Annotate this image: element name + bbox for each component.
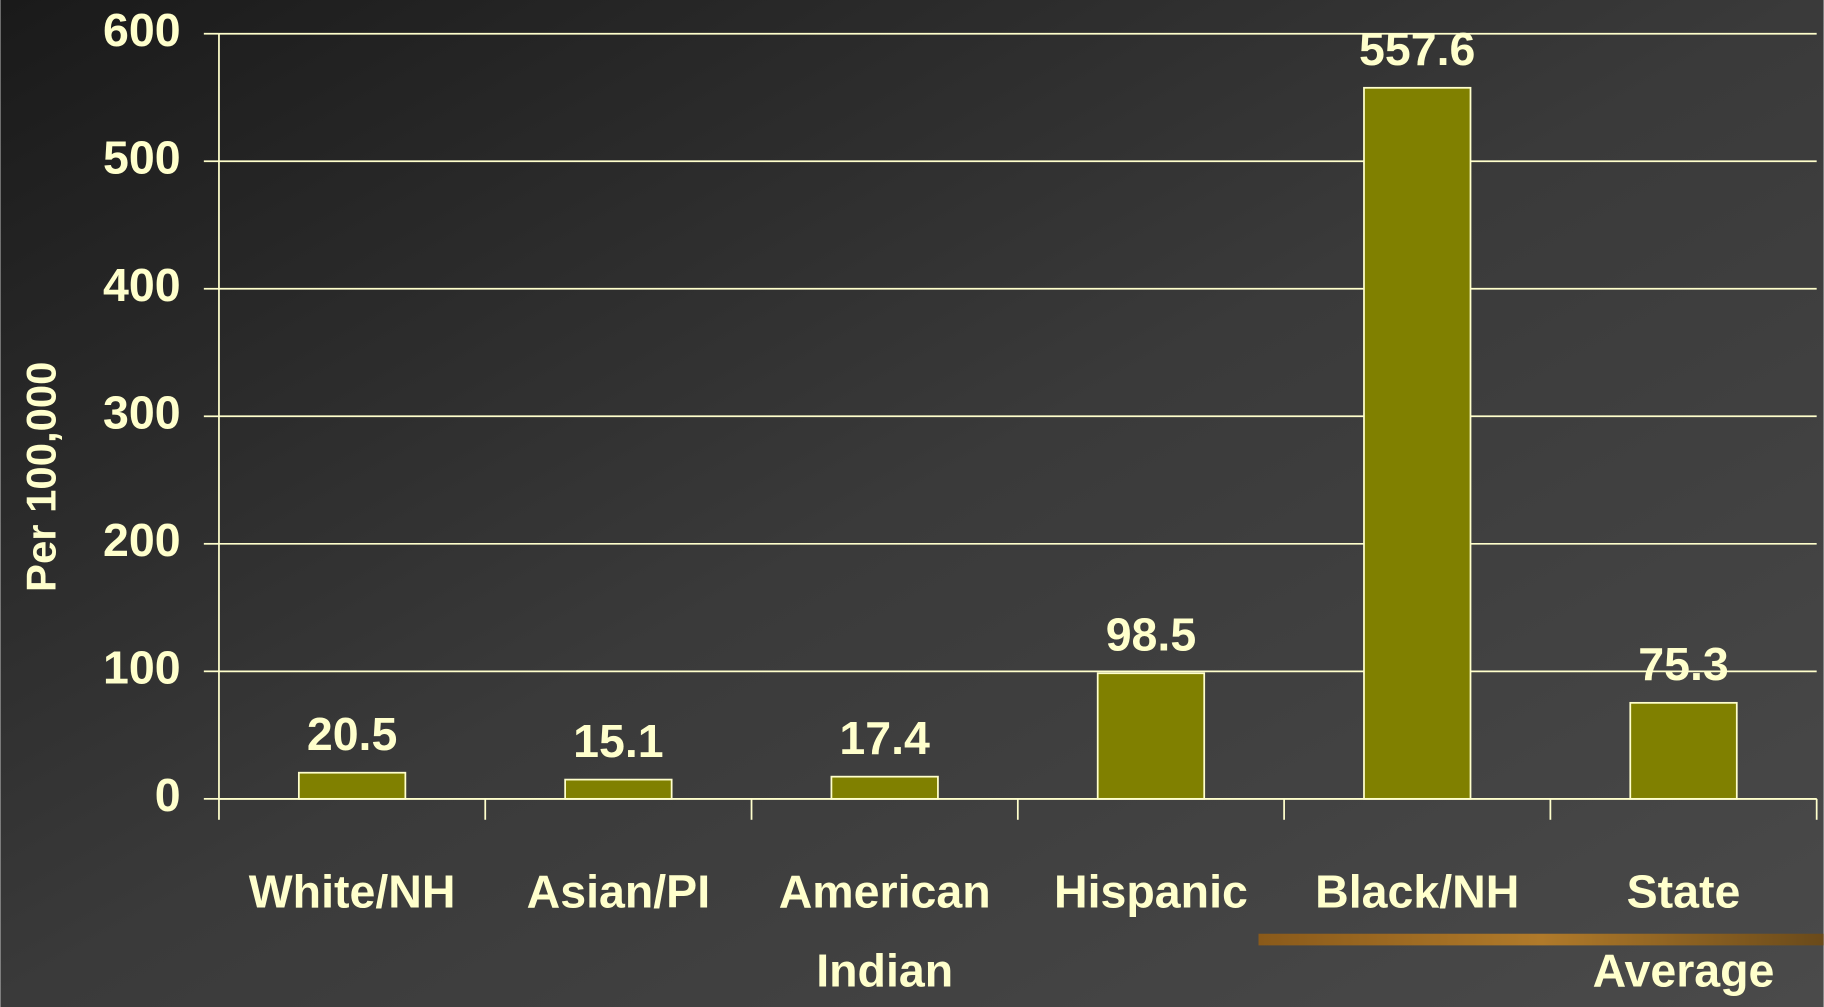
data-label: 98.5	[1106, 609, 1197, 661]
x-tick-label-line: State	[1627, 866, 1741, 918]
y-tick-label: 600	[103, 4, 181, 56]
data-label: 20.5	[307, 708, 398, 760]
data-label: 17.4	[839, 712, 930, 764]
x-tick-label: American Indian	[779, 866, 991, 997]
y-tick-label: 0	[155, 769, 181, 821]
x-tick-label-line: Indian	[816, 945, 953, 997]
data-label: 557.6	[1359, 23, 1475, 75]
x-tick-label: State Average	[1593, 866, 1775, 997]
y-tick-label: 200	[103, 514, 181, 566]
x-tick-label-line: White/NH	[249, 866, 456, 918]
x-tick-label-line: Black/NH	[1315, 866, 1519, 918]
data-label: 75.3	[1638, 638, 1729, 690]
y-axis-label: Per 100,000	[18, 362, 65, 592]
bar	[1096, 672, 1206, 800]
x-tick-label-line: Hispanic	[1054, 866, 1248, 918]
x-tick-label-line: Average	[1593, 945, 1775, 997]
y-tick-label: 300	[103, 387, 181, 439]
data-label: 15.1	[573, 715, 664, 767]
x-tick-label: Hispanic	[1054, 866, 1248, 918]
x-tick-label-line: Asian/PI	[527, 866, 710, 918]
x-tick-label: Asian/PI	[527, 866, 710, 918]
y-tick-label: 500	[103, 132, 181, 184]
bar	[1363, 86, 1472, 800]
bar	[1629, 701, 1738, 800]
x-tick-label: Black/NH	[1315, 866, 1519, 918]
x-tick-label-line: American	[779, 866, 991, 918]
decorative-strip	[1258, 933, 1824, 946]
x-tick-label: White/NH	[249, 866, 456, 918]
bar	[297, 771, 407, 800]
y-tick-label: 100	[103, 642, 181, 694]
y-tick-label: 400	[103, 259, 181, 311]
bar	[830, 775, 939, 800]
bar	[564, 778, 673, 800]
